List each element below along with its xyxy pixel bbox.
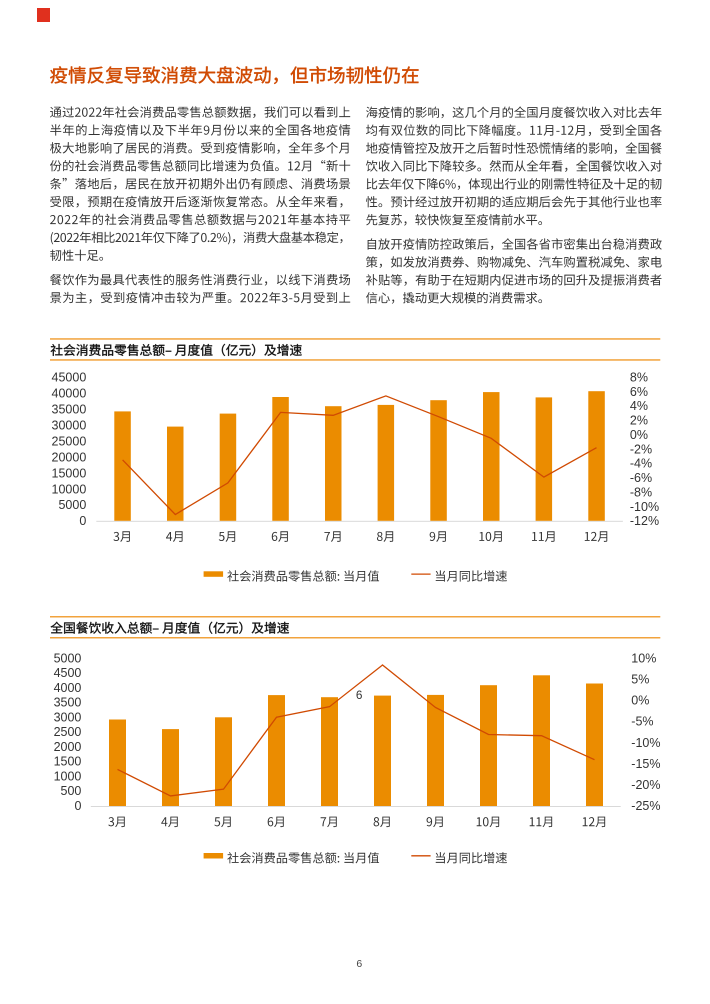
svg-text:6%: 6% [630,385,648,399]
svg-text:5%: 5% [631,673,649,687]
svg-text:1000: 1000 [54,769,82,783]
svg-text:0: 0 [79,514,86,528]
svg-text:-10%: -10% [631,736,660,750]
svg-text:500: 500 [61,784,82,798]
svg-text:-20%: -20% [631,778,660,792]
svg-text:20000: 20000 [52,450,87,464]
svg-text:35000: 35000 [52,402,87,416]
svg-text:2500: 2500 [54,725,82,739]
svg-text:-15%: -15% [631,757,660,771]
svg-text:-6%: -6% [630,471,652,485]
svg-text:-10%: -10% [630,500,659,514]
svg-text:4000: 4000 [54,681,82,695]
svg-text:2000: 2000 [54,740,82,754]
svg-text:0: 0 [74,799,81,813]
svg-text:5000: 5000 [58,498,86,512]
svg-text:10000: 10000 [52,482,87,496]
svg-text:3000: 3000 [54,710,82,724]
svg-text:-8%: -8% [630,485,652,499]
svg-text:3500: 3500 [54,696,82,710]
svg-text:-25%: -25% [631,799,660,813]
svg-text:4%: 4% [630,399,648,413]
svg-text:2%: 2% [630,414,648,428]
svg-text:25000: 25000 [52,434,87,448]
svg-text:0%: 0% [631,694,649,708]
svg-text:45000: 45000 [52,370,87,384]
svg-text:40000: 40000 [52,386,87,400]
svg-text:15000: 15000 [52,466,87,480]
svg-text:-4%: -4% [630,457,652,471]
svg-text:30000: 30000 [52,418,87,432]
svg-text:-5%: -5% [631,715,653,729]
svg-text:1500: 1500 [54,755,82,769]
svg-text:8%: 8% [630,370,648,384]
svg-text:0%: 0% [630,428,648,442]
svg-text:10%: 10% [631,652,656,666]
svg-text:5000: 5000 [54,652,82,666]
svg-text:4500: 4500 [54,666,82,680]
svg-text:6: 6 [356,688,363,702]
svg-text:-12%: -12% [630,514,659,528]
svg-text:6: 6 [356,958,362,970]
svg-text:-2%: -2% [630,442,652,456]
